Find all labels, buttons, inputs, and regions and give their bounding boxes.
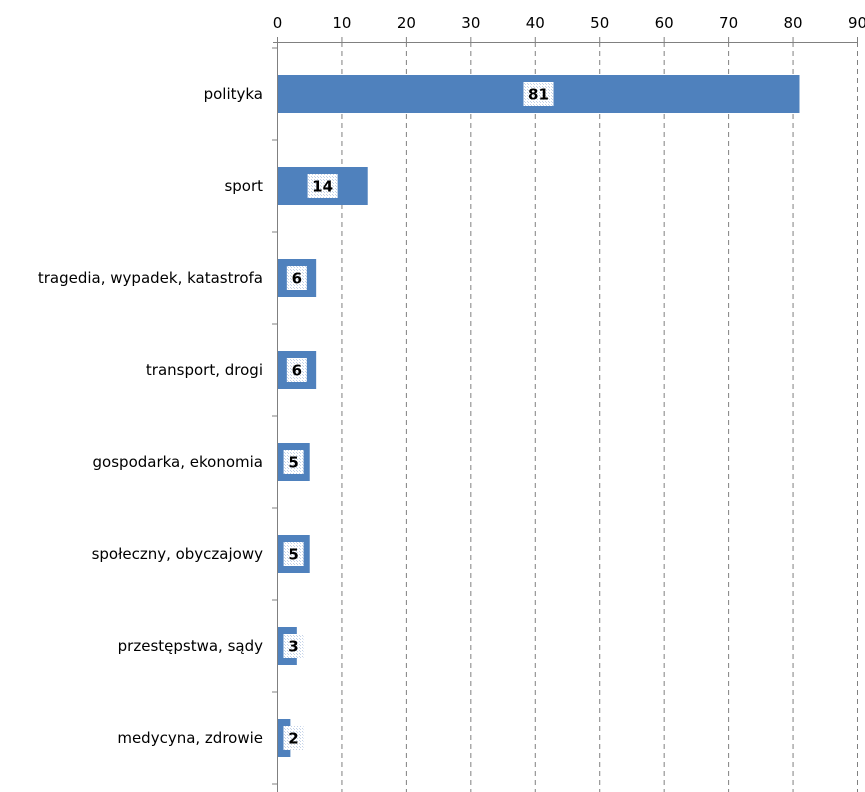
- data-label: 3: [288, 638, 298, 656]
- data-label-box: [283, 450, 304, 474]
- grid-lines: [341, 42, 858, 792]
- data-label: 2: [288, 730, 298, 748]
- data-label-box: [283, 634, 304, 658]
- category-label: gospodarka, ekonomia: [93, 453, 263, 471]
- x-tick-label: 40: [526, 14, 545, 32]
- x-tick-label: 0: [273, 14, 283, 32]
- data-label-box: [286, 266, 307, 290]
- category-label: polityka: [204, 85, 263, 103]
- category-labels: polityka sport tragedia, wypadek, katastro…: [38, 85, 263, 747]
- data-label: 14: [312, 178, 333, 196]
- data-label: 81: [528, 86, 549, 104]
- axes: [272, 37, 858, 792]
- category-label: społeczny, obyczajowy: [92, 545, 264, 563]
- data-labels: 81 14 6 6 5 5 3 2: [283, 82, 554, 750]
- tick-labels: 0 10 20 30 40 50 60 70 80 90: [273, 14, 865, 32]
- data-label-box: [523, 82, 554, 106]
- data-label: 5: [288, 454, 298, 472]
- x-tick-label: 70: [719, 14, 738, 32]
- x-tick-label: 20: [397, 14, 416, 32]
- data-label-box: [307, 174, 338, 198]
- data-label: 5: [288, 546, 298, 564]
- data-label: 6: [292, 270, 302, 288]
- x-tick-label: 60: [655, 14, 674, 32]
- x-tick-label: 10: [332, 14, 351, 32]
- category-label: sport: [224, 177, 263, 195]
- x-tick-label: 50: [590, 14, 609, 32]
- category-label: tragedia, wypadek, katastrofa: [38, 269, 263, 287]
- data-label-box: [283, 542, 304, 566]
- x-tick-label: 30: [461, 14, 480, 32]
- bars: [277, 75, 800, 757]
- x-tick-label: 90: [848, 14, 865, 32]
- category-label: przestępstwa, sądy: [118, 637, 263, 655]
- data-label: 6: [292, 362, 302, 380]
- data-label-box: [283, 726, 304, 750]
- category-label: medycyna, zdrowie: [117, 729, 263, 747]
- data-label-box: [286, 358, 307, 382]
- x-tick-label: 80: [784, 14, 803, 32]
- category-label: transport, drogi: [146, 361, 263, 379]
